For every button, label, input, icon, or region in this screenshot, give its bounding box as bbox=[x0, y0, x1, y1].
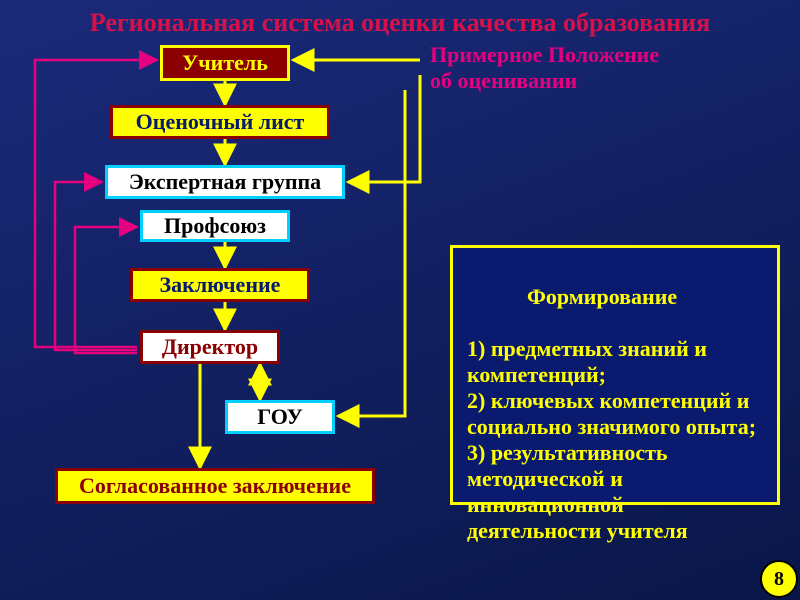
node-gou: ГОУ bbox=[225, 400, 335, 434]
node-teacher: Учитель bbox=[160, 45, 290, 81]
approx-regulation-line1: Примерное Положение bbox=[430, 42, 659, 68]
node-evaluation-sheet: Оценочный лист bbox=[110, 105, 330, 139]
node-expert-group: Экспертная группа bbox=[105, 165, 345, 199]
node-agreed-conclusion: Согласованное заключение bbox=[55, 468, 375, 504]
node-director: Директор bbox=[140, 330, 280, 364]
approx-regulation-line2: об оценивании bbox=[430, 68, 577, 94]
slide-stage: Региональная система оценки качества обр… bbox=[0, 0, 800, 600]
slide-title: Региональная система оценки качества обр… bbox=[20, 8, 780, 38]
formation-panel: Формирование 1) предметных знаний и комп… bbox=[450, 245, 780, 505]
page-number-badge: 8 bbox=[760, 560, 798, 598]
node-conclusion: Заключение bbox=[130, 268, 310, 302]
formation-panel-body: 1) предметных знаний и компетенций; 2) к… bbox=[467, 336, 763, 544]
node-union: Профсоюз bbox=[140, 210, 290, 242]
formation-panel-title: Формирование bbox=[467, 284, 763, 310]
